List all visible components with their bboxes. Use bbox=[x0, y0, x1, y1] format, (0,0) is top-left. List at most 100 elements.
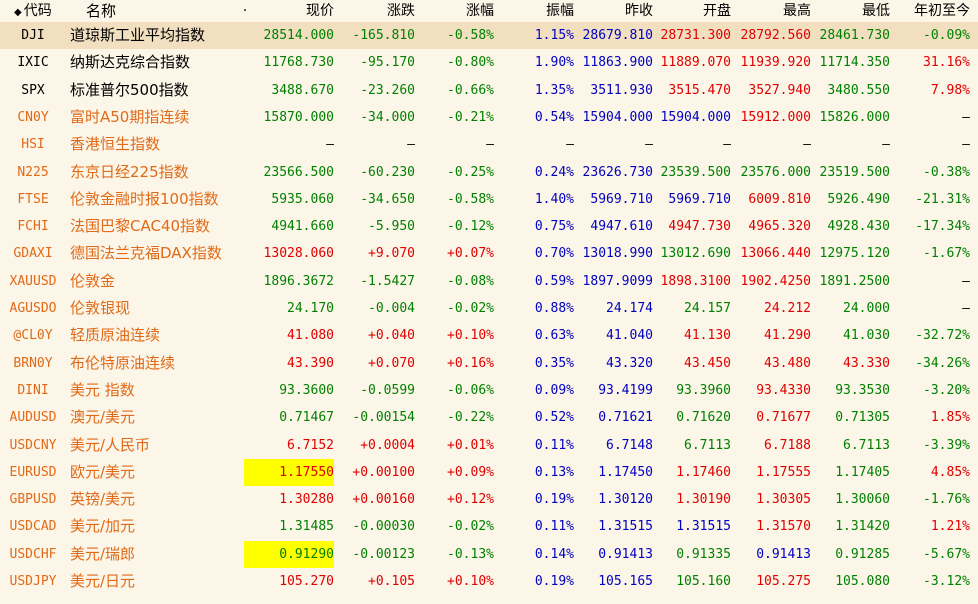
table-row[interactable]: N225 东京日经225指数 23566.500 -60.230 -0.25% 0.24%… bbox=[0, 159, 978, 186]
cell-low: 41.030 bbox=[843, 328, 890, 344]
cell-pct: +0.10% bbox=[447, 328, 494, 344]
cell-open: 41.130 bbox=[684, 328, 731, 344]
table-row[interactable]: USDCAD 美元/加元 1.31485 -0.00030 -0.02% 0.11% 1.3… bbox=[0, 513, 978, 540]
cell-low: – bbox=[882, 137, 890, 153]
cell-pct: +0.07% bbox=[447, 246, 494, 262]
table-row[interactable]: USDCHF 美元/瑞郎 0.91290 -0.00123 -0.13% 0.14% 0.9… bbox=[0, 540, 978, 568]
cell-prev-close: 1.17450 bbox=[598, 464, 653, 480]
table-row[interactable]: IXIC 纳斯达克综合指数 11768.730 -95.170 -0.80% 1.90% 1… bbox=[0, 49, 978, 76]
cell-ytd: -5.67% bbox=[923, 546, 970, 562]
cell-prev-close: 13018.990 bbox=[582, 246, 653, 262]
cell-low: 12975.120 bbox=[819, 246, 890, 262]
cell-low: 23519.500 bbox=[819, 164, 890, 180]
cell-amplitude: 0.88% bbox=[534, 301, 574, 316]
cell-name: 布伦特原油连续 bbox=[70, 353, 176, 372]
cell-high: 41.290 bbox=[764, 328, 811, 344]
cell-pct: -0.12% bbox=[447, 219, 494, 235]
table-row[interactable]: DINI 美元 指数 93.3600 -0.0599 -0.06% 0.09% 93.419… bbox=[0, 377, 978, 404]
cell-name: 伦敦金 bbox=[70, 271, 116, 290]
cell-high: 4965.320 bbox=[748, 219, 811, 235]
cell-code: BRN0Y bbox=[13, 355, 53, 371]
table-row[interactable]: XAUUSD 伦敦金 1896.3672 -1.5427 -0.08% 0.59% 1897… bbox=[0, 268, 978, 295]
cell-code: CN0Y bbox=[17, 109, 49, 125]
table-row[interactable]: AGUSDO 伦敦银现 24.170 -0.004 -0.02% 0.88% 24.174 2… bbox=[0, 295, 978, 322]
table-row[interactable]: HSI 香港恒生指数 – – – – – – – – – bbox=[0, 131, 978, 158]
cell-change: +9.070 bbox=[368, 246, 415, 262]
cell-open: 93.3960 bbox=[676, 382, 731, 398]
cell-high: 0.91413 bbox=[756, 546, 811, 562]
cell-low: 1891.2500 bbox=[819, 273, 890, 289]
cell-pct: -0.02% bbox=[447, 519, 494, 535]
header-prev-close[interactable]: 昨收 bbox=[625, 3, 653, 19]
cell-pct: -0.22% bbox=[447, 410, 494, 426]
header-high[interactable]: 最高 bbox=[783, 3, 811, 19]
cell-open: 1.31515 bbox=[676, 519, 731, 535]
header-change[interactable]: 涨跌 bbox=[387, 3, 415, 19]
cell-change: – bbox=[407, 137, 415, 153]
header-ytd[interactable]: 年初至今 bbox=[914, 3, 970, 19]
cell-code: HSI bbox=[21, 137, 45, 153]
cell-code: DINI bbox=[17, 382, 49, 398]
header-open[interactable]: 开盘 bbox=[703, 3, 731, 19]
cell-amplitude: 0.52% bbox=[534, 410, 574, 426]
cell-open: 0.91335 bbox=[676, 546, 731, 562]
cell-ytd: -1.67% bbox=[923, 246, 970, 262]
header-amplitude[interactable]: 振幅 bbox=[546, 3, 574, 19]
cell-open: 0.71620 bbox=[676, 410, 731, 426]
cell-pct: +0.10% bbox=[447, 574, 494, 589]
cell-change: -0.00123 bbox=[352, 546, 415, 562]
cell-pct: -0.58% bbox=[447, 191, 494, 207]
cell-change: -165.810 bbox=[352, 28, 415, 43]
cell-prev-close: 1.30120 bbox=[598, 492, 653, 508]
cell-low: 105.080 bbox=[835, 574, 890, 589]
cell-low: 11714.350 bbox=[819, 55, 890, 71]
cell-amplitude: 0.11% bbox=[534, 437, 574, 453]
header-low[interactable]: 最低 bbox=[862, 3, 890, 19]
header-code[interactable]: ◆ 代码 bbox=[14, 3, 52, 19]
cell-price: 28514.000 bbox=[263, 28, 334, 43]
cell-name: 轻质原油连续 bbox=[70, 326, 161, 345]
cell-low: 1.17405 bbox=[835, 464, 890, 480]
cell-name: 英镑/美元 bbox=[70, 490, 136, 509]
table-row[interactable]: SPX 标准普尔500指数 3488.670 -23.260 -0.66% 1.35% 35… bbox=[0, 77, 978, 104]
cell-prev-close: 6.7148 bbox=[606, 437, 653, 453]
cell-prev-close: 0.91413 bbox=[598, 546, 653, 562]
header-name[interactable]: 名称 bbox=[86, 2, 117, 20]
cell-code: N225 bbox=[17, 164, 49, 180]
cell-pct: -0.02% bbox=[447, 301, 494, 316]
table-row[interactable]: FTSE 伦敦金融时报100指数 5935.060 -34.650 -0.58% 1.40… bbox=[0, 186, 978, 213]
table-row[interactable]: AUDUSD 澳元/美元 0.71467 -0.00154 -0.22% 0.52% 0.7… bbox=[0, 404, 978, 431]
cell-change: -5.950 bbox=[368, 219, 415, 235]
table-row[interactable]: @CL0Y 轻质原油连续 41.080 +0.040 +0.10% 0.63% 41.040… bbox=[0, 322, 978, 349]
table-row[interactable]: GBPUSD 英镑/美元 1.30280 +0.00160 +0.12% 0.19% 1.3… bbox=[0, 486, 978, 513]
cell-pct: +0.01% bbox=[447, 437, 494, 453]
header-price[interactable]: 现价 bbox=[306, 3, 334, 19]
cell-pct: +0.12% bbox=[447, 492, 494, 508]
cell-prev-close: 1897.9099 bbox=[582, 273, 653, 289]
header-pct[interactable]: 涨幅 bbox=[466, 3, 494, 19]
table-row[interactable]: USDCNY 美元/人民币 6.7152 +0.0004 +0.01% 0.11% 6.71… bbox=[0, 432, 978, 459]
cell-pct: -0.80% bbox=[447, 55, 494, 71]
cell-ytd: -21.31% bbox=[915, 191, 970, 207]
table-row[interactable]: BRN0Y 布伦特原油连续 43.390 +0.070 +0.16% 0.35% 43.32… bbox=[0, 350, 978, 377]
cell-prev-close: 1.31515 bbox=[598, 519, 653, 535]
cell-prev-close: 93.4199 bbox=[598, 382, 653, 398]
cell-change: +0.040 bbox=[368, 328, 415, 344]
cell-pct: -0.21% bbox=[447, 109, 494, 125]
table-row[interactable]: EURUSD 欧元/美元 1.17550 +0.00100 +0.09% 0.13% 1.1… bbox=[0, 458, 978, 486]
cell-ytd: – bbox=[962, 109, 970, 125]
table-row[interactable]: FCHI 法国巴黎CAC40指数 4941.660 -5.950 -0.12% 0.75%… bbox=[0, 213, 978, 240]
cell-open: 1.30190 bbox=[676, 492, 731, 508]
header-dot: · bbox=[242, 3, 248, 19]
table-row[interactable]: DJI 道琼斯工业平均指数 28514.000 -165.810 -0.58% 1.15%… bbox=[0, 22, 978, 49]
cell-code: GDAXI bbox=[13, 246, 53, 262]
table-row[interactable]: USDJPY 美元/日元 105.270 +0.105 +0.10% 0.19% 105.1… bbox=[0, 568, 978, 595]
table-row[interactable]: CN0Y 富时A50期指连续 15870.000 -34.000 -0.21% 0.54%… bbox=[0, 104, 978, 131]
cell-ytd: 4.85% bbox=[930, 464, 970, 480]
cell-open: 5969.710 bbox=[668, 191, 731, 207]
cell-name: 道琼斯工业平均指数 bbox=[70, 26, 206, 44]
cell-price: 5935.060 bbox=[271, 191, 334, 207]
table-row[interactable]: GDAXI 德国法兰克福DAX指数 13028.060 +9.070 +0.07% 0.7… bbox=[0, 240, 978, 267]
cell-amplitude: 0.54% bbox=[534, 109, 574, 125]
cell-amplitude: 0.59% bbox=[534, 273, 574, 289]
